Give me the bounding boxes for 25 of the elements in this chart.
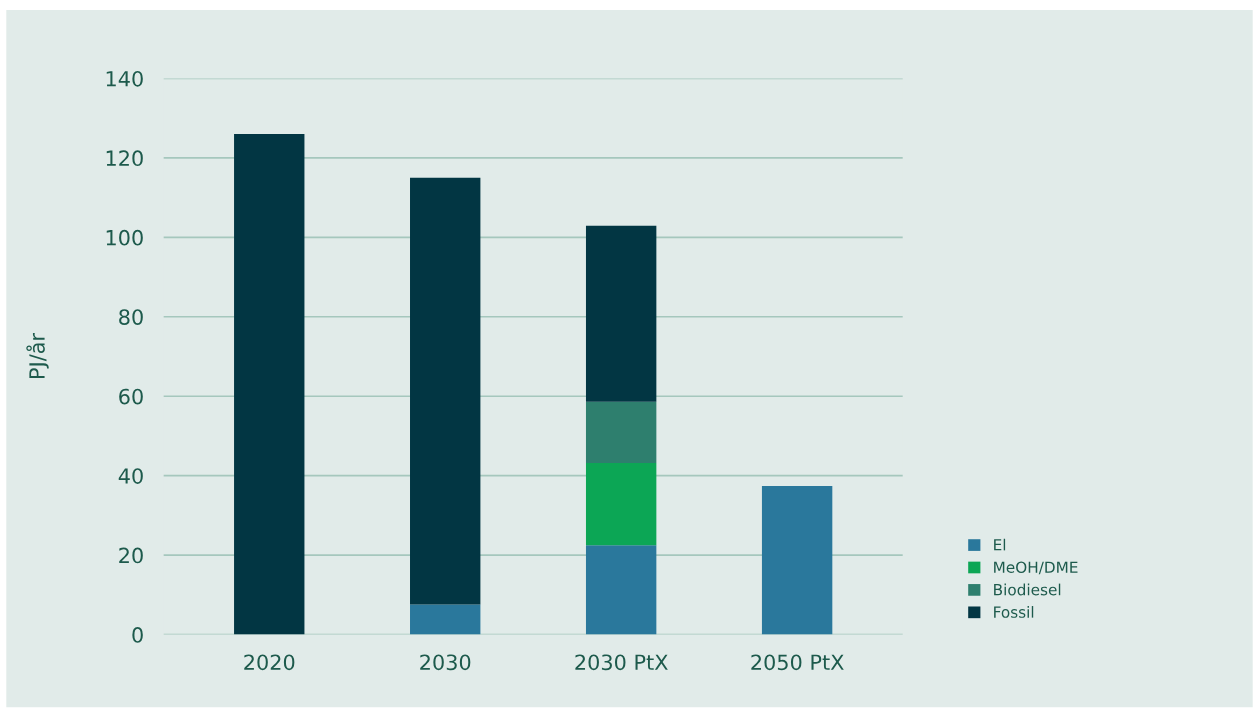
bar [585,225,657,402]
legend-label: Biodiesel [994,583,1061,596]
y-tick-label: 120 [106,150,143,167]
bar [410,177,481,605]
bar [585,545,657,635]
x-tick-label: 2050 PtX [751,654,844,671]
y-tick-label: 100 [106,229,143,246]
y-tick-label: 80 [119,309,143,325]
y-tick-label: 140 [106,70,143,87]
legend-label: Fossil [994,606,1034,618]
y-tick-label: 0 [132,627,143,643]
x-tick-label: 2030 PtX [575,654,668,671]
y-tick-label: 20 [119,547,143,564]
y-tick-label: 40 [118,468,143,484]
legend-label: MeOH/DME [994,561,1078,575]
bar [234,134,305,635]
bar [410,604,481,635]
y-tick-label: 60 [119,388,143,405]
bar [761,486,833,635]
y-axis-title: PJ/år [26,332,49,378]
x-tick-label: 2020 [244,654,295,671]
legend-label: El [994,538,1006,551]
bar [585,401,657,463]
bar [585,462,657,546]
x-tick-label: 2030 [420,654,471,671]
